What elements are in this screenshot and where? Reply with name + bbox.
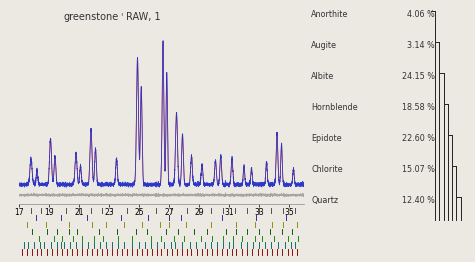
Text: Anorthite: Anorthite xyxy=(311,10,349,19)
Text: Chlorite: Chlorite xyxy=(311,165,343,174)
Text: 12.40 %: 12.40 % xyxy=(402,196,435,205)
Text: 24.15 %: 24.15 % xyxy=(402,72,435,81)
Text: 4.06 %: 4.06 % xyxy=(407,10,435,19)
Text: RAW, 1: RAW, 1 xyxy=(126,12,161,22)
Text: Epidote: Epidote xyxy=(311,134,342,143)
Text: Hornblende: Hornblende xyxy=(311,103,358,112)
Text: 15.07 %: 15.07 % xyxy=(402,165,435,174)
Text: 18.58 %: 18.58 % xyxy=(402,103,435,112)
Text: greenstone: greenstone xyxy=(64,12,119,22)
Text: Albite: Albite xyxy=(311,72,334,81)
Text: 22.60 %: 22.60 % xyxy=(402,134,435,143)
Text: ': ' xyxy=(120,12,122,22)
Text: Quartz: Quartz xyxy=(311,196,338,205)
Text: Augite: Augite xyxy=(311,41,337,50)
Text: 3.14 %: 3.14 % xyxy=(407,41,435,50)
